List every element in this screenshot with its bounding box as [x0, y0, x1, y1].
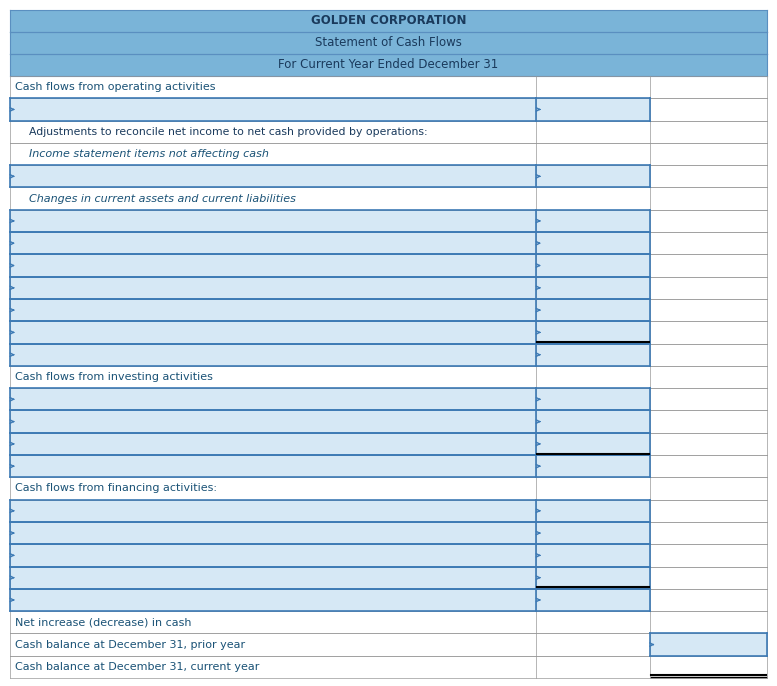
Bar	[10, 611, 536, 633]
Text: Cash flows from financing activities:: Cash flows from financing activities:	[15, 484, 217, 493]
Bar	[10, 98, 536, 121]
Bar	[650, 210, 767, 232]
Bar	[10, 299, 536, 321]
Bar	[650, 276, 767, 299]
Bar	[650, 76, 767, 98]
Bar	[650, 165, 767, 187]
Bar	[536, 410, 650, 433]
Bar	[650, 522, 767, 544]
Bar	[10, 76, 536, 98]
Bar	[536, 433, 650, 455]
Bar	[10, 522, 536, 544]
Bar	[650, 567, 767, 589]
Bar	[10, 344, 536, 366]
Text: GOLDEN CORPORATION: GOLDEN CORPORATION	[311, 14, 466, 27]
Text: Cash balance at December 31, current year: Cash balance at December 31, current yea…	[15, 662, 260, 672]
Bar	[536, 455, 650, 477]
Text: Cash flows from operating activities: Cash flows from operating activities	[15, 82, 215, 92]
Bar	[10, 255, 536, 276]
Bar	[536, 499, 650, 522]
Bar	[536, 321, 650, 344]
Text: Income statement items not affecting cash: Income statement items not affecting cas…	[15, 149, 269, 159]
Bar	[536, 143, 650, 165]
Bar	[536, 477, 650, 499]
Bar	[650, 499, 767, 522]
Bar	[650, 388, 767, 410]
Bar	[650, 121, 767, 143]
Bar	[536, 255, 650, 276]
Bar	[536, 388, 650, 410]
Bar	[10, 10, 767, 32]
Bar	[650, 611, 767, 633]
Bar	[650, 344, 767, 366]
Bar	[10, 410, 536, 433]
Bar	[10, 321, 536, 344]
Bar	[650, 143, 767, 165]
Bar	[10, 32, 767, 54]
Text: For Current Year Ended December 31: For Current Year Ended December 31	[278, 58, 499, 71]
Bar	[650, 656, 767, 678]
Bar	[650, 455, 767, 477]
Bar	[650, 366, 767, 388]
Bar	[10, 143, 536, 165]
Bar	[10, 544, 536, 567]
Bar	[650, 232, 767, 255]
Bar	[536, 299, 650, 321]
Bar	[650, 299, 767, 321]
Bar	[10, 210, 536, 232]
Bar	[536, 611, 650, 633]
Bar	[536, 165, 650, 187]
Bar	[536, 567, 650, 589]
Bar	[650, 98, 767, 121]
Bar	[536, 98, 650, 121]
Bar	[536, 544, 650, 567]
Bar	[650, 321, 767, 344]
Text: Net increase (decrease) in cash: Net increase (decrease) in cash	[15, 617, 191, 627]
Bar	[536, 276, 650, 299]
Bar	[10, 633, 536, 656]
Bar	[650, 544, 767, 567]
Bar	[650, 433, 767, 455]
Bar	[10, 656, 536, 678]
Bar	[536, 76, 650, 98]
Bar	[10, 455, 536, 477]
Bar	[10, 499, 536, 522]
Text: Adjustments to reconcile net income to net cash provided by operations:: Adjustments to reconcile net income to n…	[15, 127, 427, 137]
Bar	[536, 589, 650, 611]
Bar	[536, 522, 650, 544]
Text: Changes in current assets and current liabilities: Changes in current assets and current li…	[15, 193, 296, 204]
Bar	[10, 366, 536, 388]
Bar	[10, 589, 536, 611]
Bar	[10, 54, 767, 76]
Text: Cash flows from investing activities: Cash flows from investing activities	[15, 372, 213, 382]
Bar	[536, 187, 650, 210]
Bar	[10, 232, 536, 255]
Bar	[536, 121, 650, 143]
Bar	[10, 388, 536, 410]
Bar	[536, 633, 650, 656]
Bar	[536, 210, 650, 232]
Bar	[536, 656, 650, 678]
Bar	[536, 232, 650, 255]
Bar	[650, 477, 767, 499]
Bar	[10, 165, 536, 187]
Bar	[10, 477, 536, 499]
Bar	[10, 276, 536, 299]
Bar	[10, 567, 536, 589]
Bar	[10, 187, 536, 210]
Bar	[10, 433, 536, 455]
Bar	[650, 410, 767, 433]
Bar	[536, 366, 650, 388]
Bar	[536, 344, 650, 366]
Bar	[650, 589, 767, 611]
Bar	[650, 633, 767, 656]
Bar	[650, 255, 767, 276]
Text: Cash balance at December 31, prior year: Cash balance at December 31, prior year	[15, 639, 245, 650]
Text: Statement of Cash Flows: Statement of Cash Flows	[315, 36, 462, 49]
Bar	[10, 121, 536, 143]
Bar	[650, 187, 767, 210]
